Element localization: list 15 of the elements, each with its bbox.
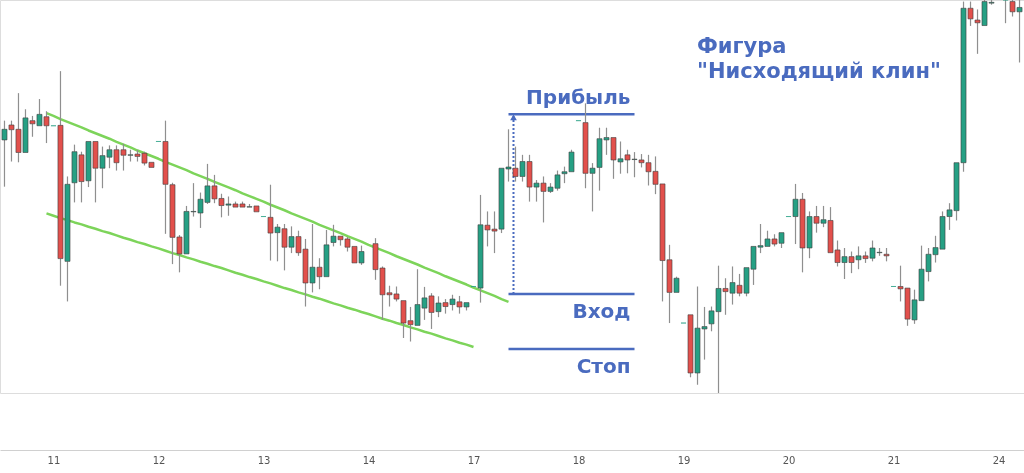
x-tick-label: 19 xyxy=(677,454,691,466)
candlestick xyxy=(1002,0,1009,24)
series-label: Прибыль xyxy=(526,85,631,110)
x-tick-label: 20 xyxy=(782,454,796,466)
x-tick-label: 18 xyxy=(572,454,586,466)
x-tick-label: 24 xyxy=(992,454,1006,466)
x-tick-label: 12 xyxy=(152,454,166,466)
series-label: Стоп xyxy=(576,353,631,378)
series-label: Вход xyxy=(572,298,631,323)
text: Фигура "Нисходящий клин" xyxy=(697,34,941,83)
x-tick-label: 11 xyxy=(47,454,61,466)
x-tick-label: 14 xyxy=(362,454,376,466)
x-tick-label: 21 xyxy=(887,454,901,466)
x-tick-label: 17 xyxy=(467,454,481,466)
x-tick-label: 13 xyxy=(257,454,271,466)
